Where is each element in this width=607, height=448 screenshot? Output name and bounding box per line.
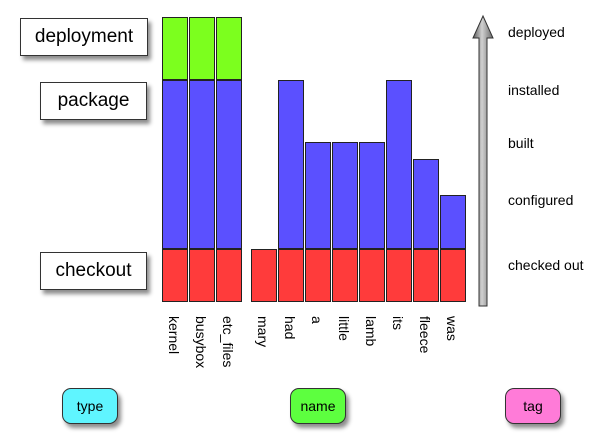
bar-a-checkout <box>305 249 331 302</box>
bar-was-checkout <box>440 249 466 302</box>
bar-had-package <box>278 80 304 249</box>
bar-busybox-deployment <box>189 17 215 80</box>
checkout-stage-box: checkout <box>40 252 147 290</box>
bar-fleece-package <box>413 159 439 249</box>
column-label-had: had <box>282 316 298 340</box>
level-built: built <box>508 135 534 151</box>
level-deployed: deployed <box>508 24 565 40</box>
column-label-mary: mary <box>255 316 271 348</box>
deployment-stage-box: deployment <box>20 18 148 56</box>
bar-was-package <box>440 195 466 249</box>
bar-kernel-deployment <box>162 17 188 80</box>
column-label-fleece: fleece <box>417 316 433 354</box>
bar-fleece-checkout <box>413 249 439 302</box>
column-label-lamb: lamb <box>363 316 379 347</box>
up-arrow-icon <box>472 14 494 307</box>
bar-lamb-checkout <box>359 249 385 302</box>
column-label-busybox: busybox <box>193 316 209 369</box>
bar-etc-files-package <box>216 80 242 249</box>
column-label-etc-files: etc_files <box>220 316 236 368</box>
bar-etc-files-deployment <box>216 17 242 80</box>
legend-name-pill: name <box>290 388 346 424</box>
column-label-was: was <box>444 316 460 341</box>
column-label-its: its <box>390 316 406 330</box>
column-label-kernel: kernel <box>166 316 182 355</box>
bar-busybox-checkout <box>189 249 215 302</box>
bar-mary-checkout <box>251 249 277 302</box>
level-installed: installed <box>508 82 560 98</box>
package-stage-box: package <box>40 82 147 120</box>
bar-etc-files-checkout <box>216 249 242 302</box>
bar-lamb-package <box>359 142 385 249</box>
bar-its-package <box>386 80 412 249</box>
bar-little-checkout <box>332 249 358 302</box>
bar-kernel-checkout <box>162 249 188 302</box>
legend-type-pill: type <box>62 388 118 424</box>
column-label-a: a <box>309 316 325 324</box>
bar-little-package <box>332 142 358 249</box>
bar-its-checkout <box>386 249 412 302</box>
bar-had-checkout <box>278 249 304 302</box>
bar-kernel-package <box>162 80 188 249</box>
bar-a-package <box>305 142 331 249</box>
bar-busybox-package <box>189 80 215 249</box>
column-label-little: little <box>336 316 352 341</box>
legend-tag-pill: tag <box>505 388 561 424</box>
level-configured: configured <box>508 192 574 208</box>
level-checked-out: checked out <box>508 257 584 273</box>
